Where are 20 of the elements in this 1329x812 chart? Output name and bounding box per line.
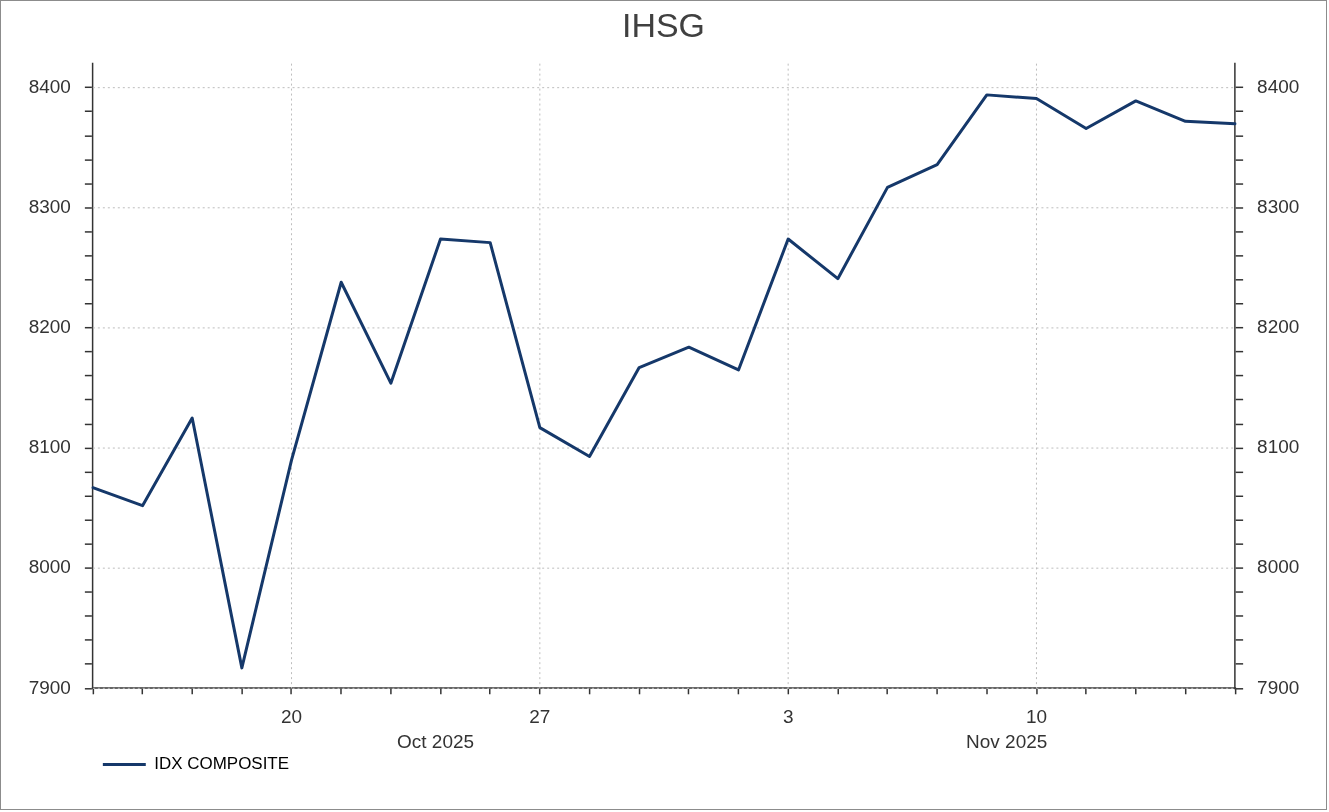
x-tick-label: 3 — [782, 705, 794, 727]
chart-title: IHSG — [622, 5, 705, 44]
y-tick-label: 7900 — [28, 676, 71, 698]
y-tick-label: 8100 — [28, 436, 71, 458]
y-tick-label: 8400 — [28, 75, 71, 97]
y-tick-label: 8000 — [28, 556, 71, 578]
y-tick-label: 8200 — [28, 316, 71, 338]
y2-tick-label: 8400 — [1257, 75, 1300, 97]
text: Nov 2025 — [966, 731, 1048, 753]
y2-tick-label: 8200 — [1257, 316, 1300, 338]
y2-tick-label: 8100 — [1257, 436, 1300, 458]
legend-label: IDX COMPOSITE — [154, 754, 290, 774]
x-tick-label: 27 — [529, 705, 551, 727]
x-tick-label: 20 — [280, 705, 303, 727]
y2-tick-label: 8000 — [1257, 556, 1300, 578]
y2-tick-label: 8300 — [1257, 196, 1300, 218]
text: Oct 2025 — [397, 731, 475, 753]
y-tick-label: 8300 — [28, 196, 71, 218]
x-tick-label: 10 — [1025, 705, 1048, 727]
y2-tick-label: 7900 — [1257, 676, 1300, 698]
